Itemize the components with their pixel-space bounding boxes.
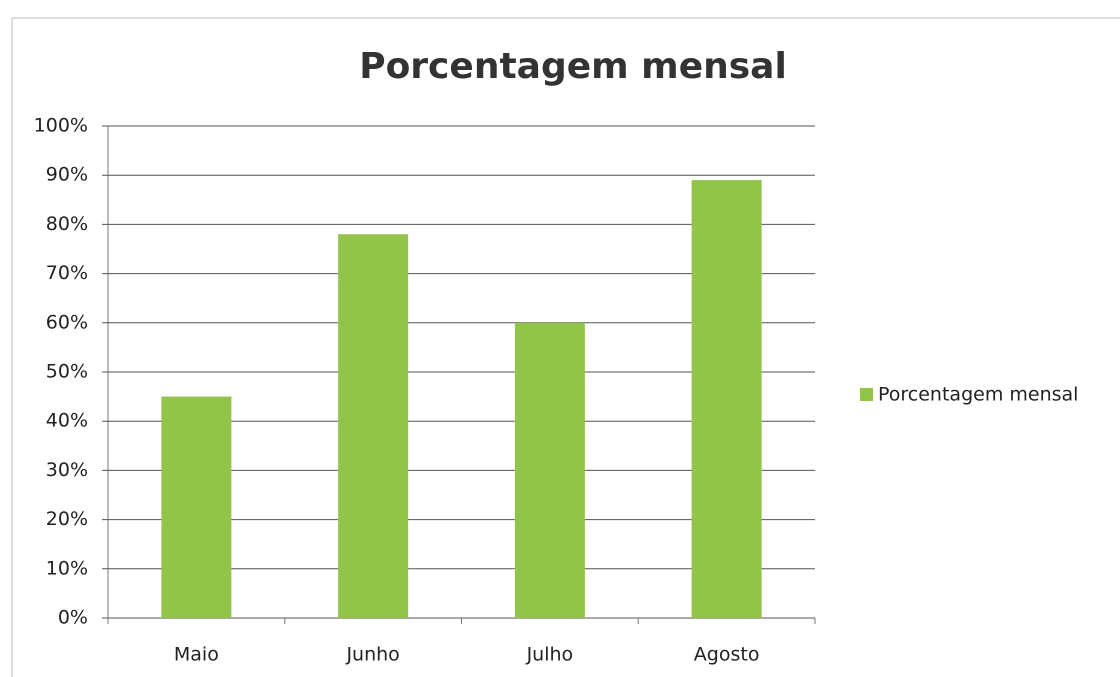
- x-tick-label: Junho: [345, 644, 399, 666]
- y-tick-label: 70%: [46, 262, 88, 284]
- y-tick-label: 20%: [46, 508, 88, 530]
- legend-label: Porcentagem mensal: [878, 384, 1078, 406]
- y-tick-label: 50%: [46, 361, 88, 383]
- y-tick-label: 40%: [46, 410, 88, 432]
- y-tick-label: 90%: [46, 164, 88, 186]
- y-tick-label: 80%: [46, 213, 88, 235]
- chart-title: Porcentagem mensal: [359, 46, 787, 87]
- y-tick-label: 10%: [46, 557, 88, 579]
- chart-border: [11, 17, 1120, 677]
- bar: [338, 234, 409, 619]
- x-tick-label: Julho: [526, 644, 574, 666]
- y-tick-label: 60%: [46, 311, 88, 333]
- y-tick-label: 0%: [58, 607, 88, 629]
- bar: [514, 322, 585, 618]
- x-tick-label: Agosto: [694, 644, 760, 666]
- y-tick-label: 30%: [46, 459, 88, 481]
- legend-swatch: [860, 388, 873, 401]
- x-tick-label: Maio: [174, 644, 219, 666]
- y-tick-label: 100%: [34, 115, 88, 137]
- bar: [691, 180, 762, 618]
- bar: [161, 396, 232, 618]
